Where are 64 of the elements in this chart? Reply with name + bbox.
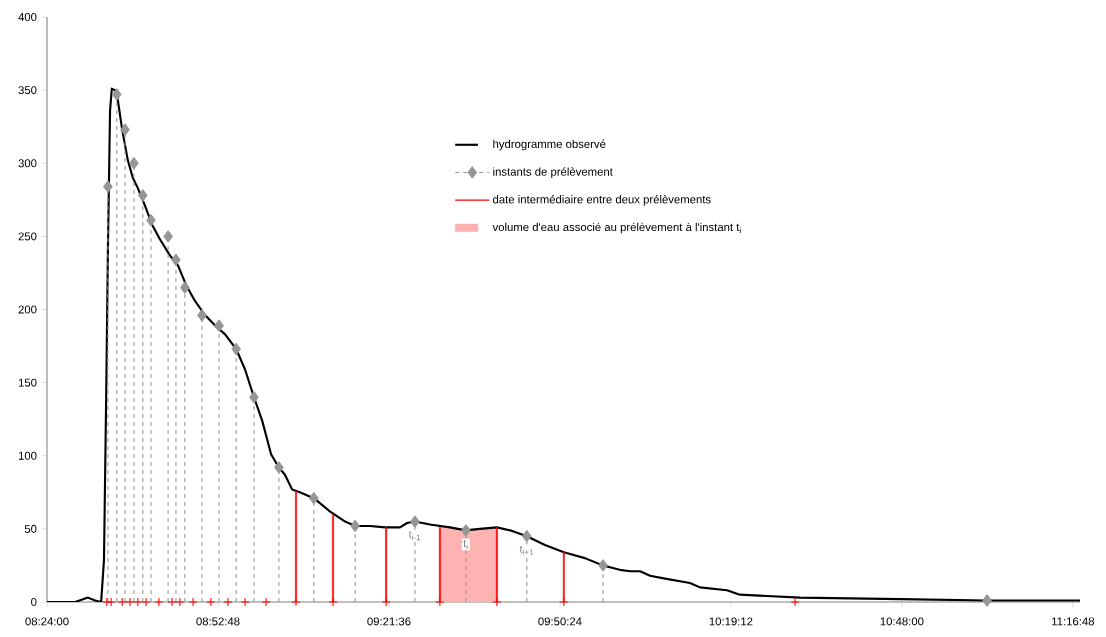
legend-label: date intermédiaire entre deux prélèvements xyxy=(493,194,711,206)
point xyxy=(328,597,338,607)
point xyxy=(381,597,391,607)
point xyxy=(206,597,216,607)
point xyxy=(167,597,177,607)
x-tick-label: 10:19:12 xyxy=(709,617,753,626)
y-tick-label: 250 xyxy=(18,232,37,241)
point xyxy=(163,230,173,243)
x-tick-label: 10:48:00 xyxy=(880,617,924,626)
point xyxy=(112,88,122,101)
y-tick-label: 300 xyxy=(18,159,37,168)
point xyxy=(790,597,800,607)
point xyxy=(117,597,127,607)
point xyxy=(492,597,502,607)
annotation: t$_{i}$ xyxy=(463,539,468,549)
point xyxy=(249,391,259,404)
legend-label: hydrogramme observé xyxy=(493,139,606,151)
point xyxy=(350,519,360,533)
point xyxy=(231,342,241,356)
point xyxy=(180,281,190,294)
point xyxy=(106,597,116,607)
x-tick-label: 09:50:24 xyxy=(538,617,582,626)
point xyxy=(103,180,113,193)
legend-label: instants de prélèvement xyxy=(493,167,613,178)
point xyxy=(435,597,445,607)
point xyxy=(141,597,151,607)
point xyxy=(261,597,271,607)
point xyxy=(146,214,156,227)
annotation: t$_{i+1}$ xyxy=(519,545,534,555)
point xyxy=(240,597,250,607)
point xyxy=(214,319,224,332)
x-tick-label: 08:52:48 xyxy=(196,617,240,626)
point xyxy=(171,253,181,266)
point xyxy=(598,559,608,572)
point xyxy=(197,309,207,322)
point xyxy=(138,189,148,202)
y-tick-label: 0 xyxy=(31,598,37,607)
annotation: t$_{i-1}$ xyxy=(408,531,421,541)
point xyxy=(522,530,532,543)
point xyxy=(125,597,135,607)
point xyxy=(291,597,301,607)
x-tick-label: 08:24:00 xyxy=(25,617,69,626)
y-tick-label: 100 xyxy=(18,451,37,460)
point xyxy=(461,524,471,537)
point xyxy=(274,461,284,474)
y-tick-label: 350 xyxy=(18,86,37,95)
point xyxy=(129,157,139,170)
y-tick-label: 400 xyxy=(18,13,37,22)
y-tick-label: 50 xyxy=(24,524,37,533)
y-tick-label: 200 xyxy=(18,305,37,314)
point xyxy=(154,597,164,607)
legend-label: volume d'eau associé au prélèvement à l'instant t$_{i}$ xyxy=(492,222,741,234)
x-tick-label: 11:16:48 xyxy=(1052,617,1095,626)
point xyxy=(223,597,233,607)
point xyxy=(175,597,185,607)
point xyxy=(309,492,319,505)
point xyxy=(559,597,569,607)
point xyxy=(410,515,420,528)
point xyxy=(188,597,198,607)
x-tick-label: 09:21:36 xyxy=(367,617,411,626)
y-tick-label: 150 xyxy=(18,378,37,387)
point xyxy=(120,123,130,136)
point xyxy=(982,594,992,607)
point xyxy=(133,597,143,607)
